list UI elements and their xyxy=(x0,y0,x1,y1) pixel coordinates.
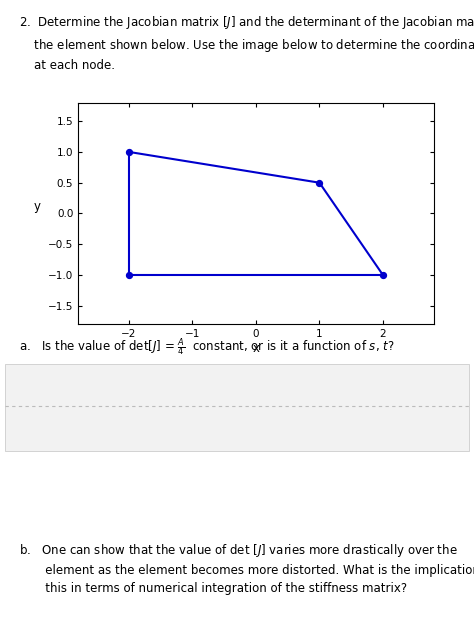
X-axis label: x: x xyxy=(253,342,259,355)
Text: b.   One can show that the value of det [$J$] varies more drastically over the
 : b. One can show that the value of det [$… xyxy=(19,542,474,596)
Text: a.   Is the value of det[$J$] = $\frac{A}{4}$  constant, or is it a function of : a. Is the value of det[$J$] = $\frac{A}{… xyxy=(19,336,394,358)
Point xyxy=(316,178,323,188)
Point xyxy=(379,270,387,280)
Y-axis label: y: y xyxy=(33,200,40,213)
Text: 2.  Determine the Jacobian matrix [$J$] and the determinant of the Jacobian matr: 2. Determine the Jacobian matrix [$J$] a… xyxy=(19,14,474,72)
Point xyxy=(125,147,133,157)
Point xyxy=(125,270,133,280)
